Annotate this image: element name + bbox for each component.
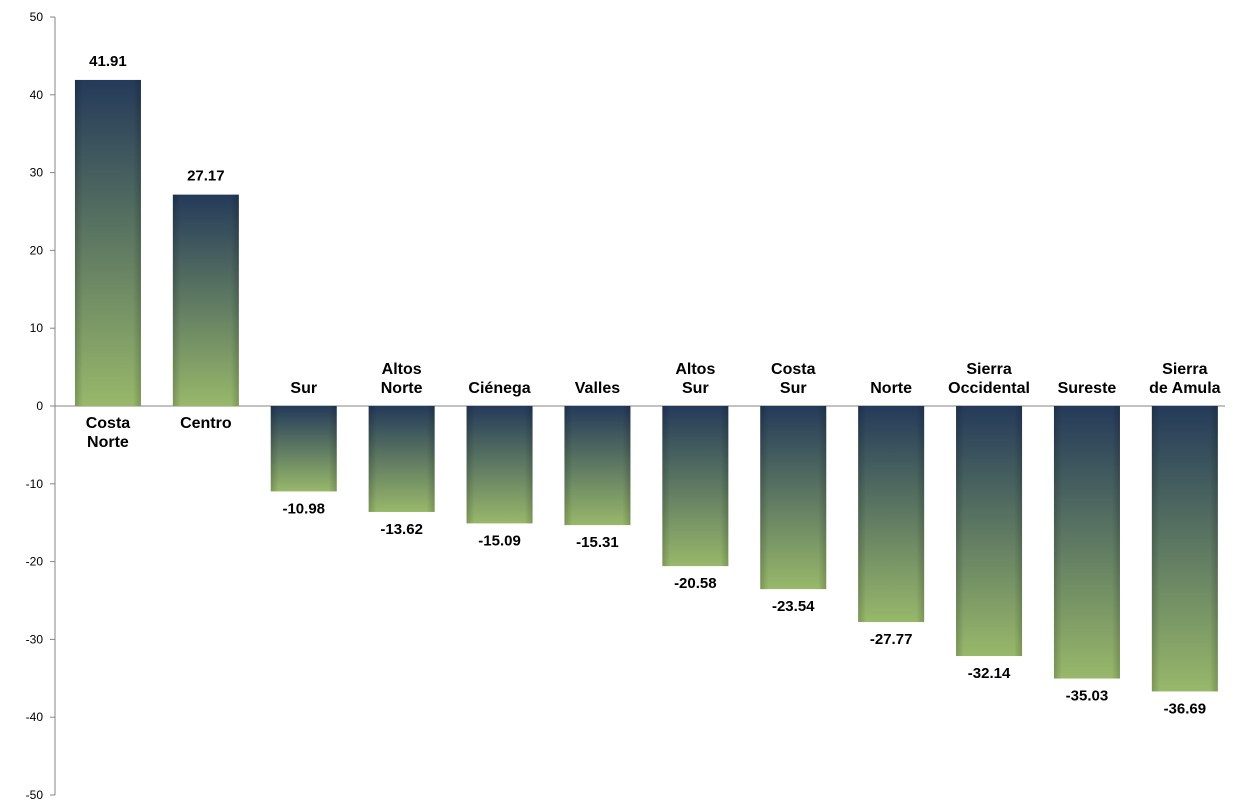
bar-shade (956, 406, 1023, 657)
y-tick-label: -20 (26, 555, 44, 569)
category-label: Costa Norte (86, 415, 131, 451)
y-tick-label: 50 (30, 10, 44, 24)
bar-shade (662, 406, 729, 567)
bar-shade (270, 406, 337, 492)
y-tick-label: 0 (36, 399, 43, 413)
category-label: Centro (180, 415, 232, 432)
y-tick-label: -50 (26, 788, 44, 802)
y-tick-label: -40 (26, 710, 44, 724)
value-label: -35.03 (1066, 688, 1109, 705)
y-tick-label: -30 (26, 632, 44, 646)
y-tick-label: -10 (26, 477, 44, 491)
category-label: Sierra de Amula (1149, 361, 1221, 397)
bars (74, 79, 1218, 692)
category-label: Ciénega (468, 380, 530, 397)
category-label: Costa Sur (771, 361, 816, 397)
value-label: -23.54 (772, 598, 815, 615)
y-tick-label: 30 (30, 166, 44, 180)
y-axis: 50 40 30 20 10 0 -10 -20 -30 -40 -50 (26, 10, 1225, 802)
value-label: -27.77 (870, 631, 913, 648)
bar-shade (368, 406, 435, 512)
value-label: -36.69 (1164, 700, 1207, 717)
value-label: -13.62 (380, 521, 423, 538)
value-label: -15.09 (478, 532, 521, 549)
y-tick-label: 40 (30, 88, 44, 102)
value-label: -20.58 (674, 575, 717, 592)
value-label: -10.98 (282, 500, 325, 517)
category-label: Norte (870, 380, 912, 397)
bar-shade (1053, 406, 1120, 679)
category-labels: Costa Norte Centro Sur Altos Norte Ciénega Vall… (86, 361, 1221, 451)
bar-shade (858, 406, 925, 623)
bar-shade (74, 79, 141, 407)
value-label: 27.17 (187, 168, 225, 185)
value-label: -15.31 (576, 534, 619, 551)
bar-shade (760, 406, 827, 590)
bar-shade (172, 194, 239, 406)
category-label: Sur (290, 380, 317, 397)
y-tick-label: 10 (30, 321, 44, 335)
value-label: 41.91 (89, 53, 127, 70)
category-label: Altos Sur (675, 361, 715, 397)
bar-shade (466, 406, 533, 524)
bar-shade (564, 406, 631, 526)
value-labels: 41.91 27.17 -10.98 -13.62 -15.09 -15.31 -20.58… (89, 53, 1206, 718)
category-label: Altos Norte (381, 361, 423, 397)
y-tick-label: 20 (30, 243, 44, 257)
category-label: Sierra Occidental (948, 361, 1030, 397)
category-label: Sureste (1058, 380, 1117, 397)
value-label: -32.14 (968, 665, 1011, 682)
bar-shade (1151, 406, 1218, 692)
category-label: Valles (575, 380, 620, 397)
